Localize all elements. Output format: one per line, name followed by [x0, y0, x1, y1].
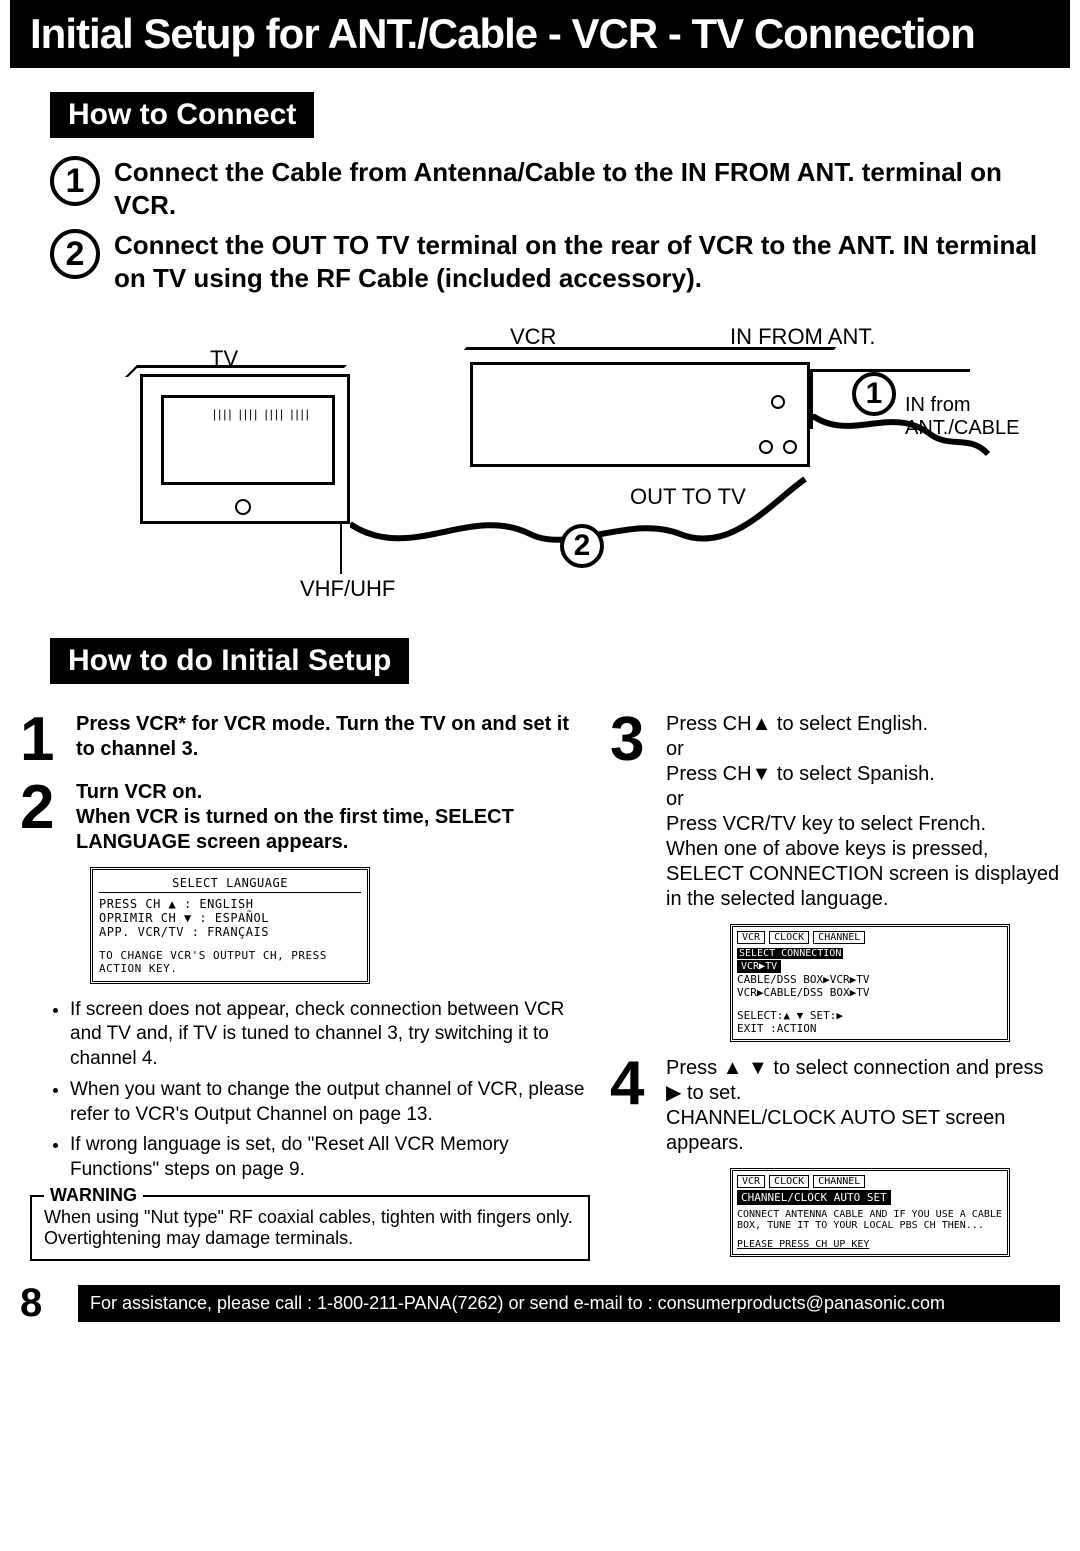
osd-line: OPRIMIR CH ▼ : ESPAÑOL — [99, 911, 361, 925]
setup-step-1: 1 Press VCR* for VCR mode. Turn the TV o… — [20, 712, 590, 768]
setup-step-3-text: Press CH▲ to select English. or Press CH… — [666, 712, 1060, 912]
connect-step-2-text: Connect the OUT TO TV terminal on the re… — [114, 229, 1060, 294]
osd-tab: CHANNEL — [813, 931, 865, 944]
setup-step-4-text: Press ▲ ▼ to select connection and press… — [666, 1056, 1060, 1156]
step-number: 2 — [20, 780, 76, 836]
setup-step-2: 2 Turn VCR on. When VCR is turned on the… — [20, 780, 590, 855]
section-how-to-connect: How to Connect — [50, 92, 314, 138]
connection-diagram: TV VCR IN FROM ANT. |||| |||| |||| |||| … — [90, 314, 990, 604]
osd-line: VCR▶CABLE/DSS BOX▶TV — [737, 986, 1003, 999]
page-number: 8 — [20, 1281, 60, 1326]
bullet-item: If screen does not appear, check connect… — [70, 998, 590, 1072]
setup-step-2-text: Turn VCR on. When VCR is turned on the f… — [76, 780, 590, 855]
step-number-icon: 2 — [50, 229, 100, 279]
osd-footer: EXIT :ACTION — [737, 1022, 1003, 1035]
osd-body: CONNECT ANTENNA CABLE AND IF YOU USE A C… — [737, 1209, 1003, 1231]
vcr-icon — [470, 362, 810, 467]
osd-line: CABLE/DSS BOX▶VCR▶TV — [737, 973, 1003, 986]
setup-step-1-text: Press VCR* for VCR mode. Turn the TV on … — [76, 712, 590, 762]
osd-title: SELECT LANGUAGE — [99, 876, 361, 893]
osd-footer: TO CHANGE VCR'S OUTPUT CH, PRESS ACTION … — [99, 949, 361, 975]
osd-tab: CLOCK — [769, 1175, 809, 1188]
osd-channel-clock-auto-set: VCR CLOCK CHANNEL CHANNEL/CLOCK AUTO SET… — [730, 1168, 1010, 1257]
osd-tab: CHANNEL — [813, 1175, 865, 1188]
diagram-label-vhf-uhf: VHF/UHF — [300, 576, 395, 602]
bullet-item: When you want to change the output chann… — [70, 1078, 590, 1127]
step-number-icon: 1 — [50, 156, 100, 206]
warning-box: WARNING When using "Nut type" RF coaxial… — [30, 1195, 590, 1261]
setup-step-3: 3 Press CH▲ to select English. or Press … — [610, 712, 1060, 912]
tv-icon: |||| |||| |||| |||| — [140, 374, 350, 524]
osd-line: APP. VCR/TV : FRANÇAIS — [99, 925, 361, 939]
step-number: 4 — [610, 1056, 666, 1112]
warning-title: WARNING — [44, 1185, 143, 1206]
osd-line: PRESS CH ▲ : ENGLISH — [99, 897, 361, 911]
osd-header: SELECT CONNECTION — [737, 948, 843, 959]
diagram-callout-2: 2 — [560, 524, 604, 568]
osd-select-language: SELECT LANGUAGE PRESS CH ▲ : ENGLISH OPR… — [90, 867, 370, 984]
osd-tab: VCR — [737, 931, 765, 944]
page-title: Initial Setup for ANT./Cable - VCR - TV … — [10, 0, 1070, 68]
setup-step-4: 4 Press ▲ ▼ to select connection and pre… — [610, 1056, 1060, 1156]
warning-body: When using "Nut type" RF coaxial cables,… — [44, 1207, 576, 1249]
step-number: 3 — [610, 712, 666, 768]
section-how-to-initial-setup: How to do Initial Setup — [50, 638, 409, 684]
osd-tab: CLOCK — [769, 931, 809, 944]
osd-tab: VCR — [737, 1175, 765, 1188]
connect-step-1: 1 Connect the Cable from Antenna/Cable t… — [50, 156, 1060, 221]
diagram-callout-1: 1 — [852, 372, 896, 416]
troubleshoot-bullets: If screen does not appear, check connect… — [50, 998, 590, 1183]
osd-footer: SELECT:▲ ▼ SET:▶ — [737, 1009, 1003, 1022]
connect-step-2: 2 Connect the OUT TO TV terminal on the … — [50, 229, 1060, 294]
osd-header: CHANNEL/CLOCK AUTO SET — [737, 1190, 891, 1205]
osd-selected: VCR▶TV — [737, 960, 781, 973]
osd-footer: PLEASE PRESS CH UP KEY — [737, 1239, 1003, 1250]
diagram-label-in-from-ant-cable: IN from ANT./CABLE — [905, 394, 1025, 440]
osd-select-connection: VCR CLOCK CHANNEL SELECT CONNECTION VCR▶… — [730, 924, 1010, 1042]
step-number: 1 — [20, 712, 76, 768]
connect-step-1-text: Connect the Cable from Antenna/Cable to … — [114, 156, 1060, 221]
bullet-item: If wrong language is set, do "Reset All … — [70, 1133, 590, 1182]
footer-assistance: For assistance, please call : 1-800-211-… — [78, 1285, 1060, 1322]
